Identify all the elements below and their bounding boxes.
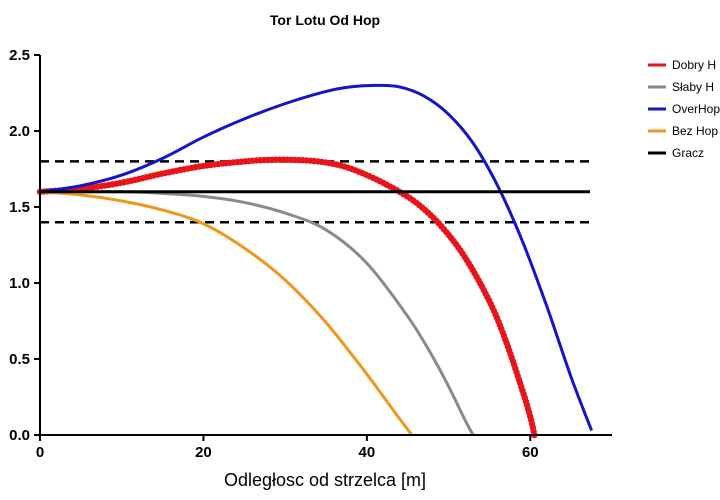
legend-label-3: Bez Hop (672, 124, 718, 138)
x-tick-label: 0 (36, 444, 44, 461)
axes: 0.0 0.5 1.0 1.5 2.0 2.5 0 20 40 60 (9, 47, 612, 461)
y-tick-label: 2.5 (9, 47, 30, 64)
series-layer (36, 83, 593, 439)
x-tick-label: 40 (359, 444, 376, 461)
series-line-2 (39, 83, 593, 431)
chart-title: Tor Lotu Od Hop (270, 12, 380, 28)
y-tick-label: 0.5 (9, 351, 30, 368)
series-line-1 (40, 190, 475, 436)
y-tick-label: 0.0 (9, 427, 30, 444)
y-tick-label: 1.5 (9, 199, 30, 216)
legend-label-1: Słaby H (672, 80, 714, 94)
legend: Dobry H Słaby H OverHop Bez Hop Gracz (648, 58, 720, 160)
x-axis-label: Odległosc od strzelca [m] (224, 470, 426, 490)
legend-label-4: Gracz (672, 146, 704, 160)
y-tick-label: 2.0 (9, 123, 30, 140)
x-tick-label: 20 (195, 444, 212, 461)
legend-label-0: Dobry H (672, 58, 716, 72)
legend-label-2: OverHop (672, 102, 720, 116)
x-tick-label: 60 (522, 444, 539, 461)
y-tick-label: 1.0 (9, 275, 30, 292)
series-line-3 (39, 190, 414, 436)
